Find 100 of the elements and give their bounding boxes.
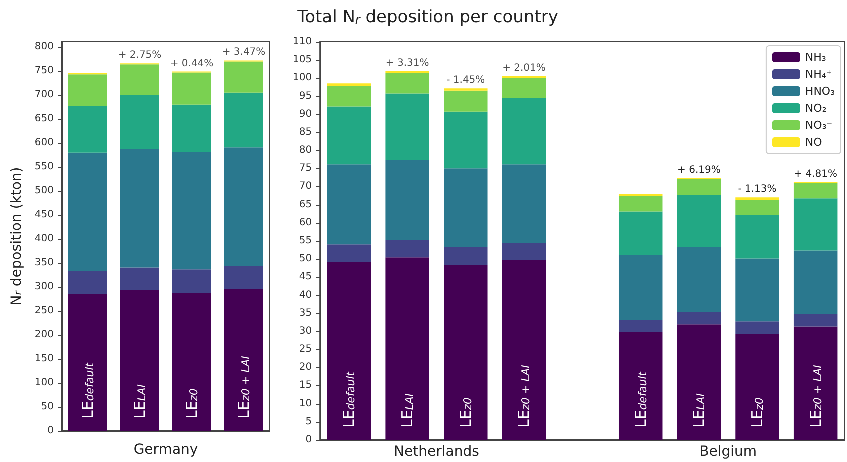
x-tick-label: LEdefault (340, 371, 358, 428)
bar (618, 212, 663, 256)
y-tick-label: 35 (299, 308, 312, 319)
bar (502, 78, 546, 98)
bar (444, 90, 488, 112)
annotation: + 6.19% (678, 164, 721, 176)
bar (68, 106, 108, 153)
y-tick-label: 250 (34, 305, 54, 316)
x-tick-label: LELAI (690, 394, 708, 428)
y-tick-label: 350 (34, 257, 54, 268)
bar (120, 64, 160, 96)
bar (502, 164, 546, 244)
bar (794, 250, 838, 314)
y-tick-label: 10 (299, 398, 312, 410)
y-tick-label: 65 (299, 199, 312, 210)
bar (120, 149, 160, 268)
bar (172, 293, 212, 431)
bar (444, 248, 488, 266)
bar (618, 196, 663, 212)
y-tick-label: 600 (34, 137, 54, 148)
bar (120, 290, 160, 431)
bar (794, 326, 838, 440)
bar (736, 200, 780, 215)
y-tick-label: 90 (299, 108, 312, 120)
bar (677, 324, 722, 440)
bar (794, 314, 838, 327)
legend-label: NO₃⁻ (805, 119, 833, 132)
bar (327, 84, 372, 87)
bar (677, 179, 722, 196)
y-tick-label: 0 (48, 426, 54, 436)
bar (224, 92, 264, 148)
bar (736, 198, 780, 200)
y-tick-label: 450 (34, 209, 54, 220)
x-tick-label: LEz0 + LAI (235, 356, 253, 419)
x-axis-title: Germany (134, 442, 198, 458)
bar (386, 240, 430, 258)
legend-label: HNO₃ (805, 85, 836, 98)
y-tick-label: 100 (292, 72, 312, 84)
y-tick-label: 45 (299, 272, 312, 283)
bar (502, 244, 546, 261)
y-tick-label: 400 (34, 233, 54, 244)
bar (386, 73, 430, 94)
x-tick-label: LEdefault (79, 362, 97, 419)
text: Netherlands (394, 444, 480, 460)
y-tick-label: 40 (299, 290, 312, 301)
bar (386, 94, 430, 160)
y-tick-label: 650 (34, 113, 54, 124)
bar (736, 322, 780, 334)
bar (386, 160, 430, 240)
y-tick-label: 15 (299, 380, 312, 392)
bar (794, 183, 838, 199)
y-tick-label: 750 (34, 65, 54, 76)
y-tick-label: 60 (299, 217, 312, 228)
x-tick-label: LEz0 (748, 398, 767, 428)
bar (172, 104, 212, 152)
bar (68, 152, 108, 272)
x-tick-label: LEz0 (183, 388, 201, 419)
y-tick-label: 110 (292, 36, 312, 48)
bar (502, 76, 546, 79)
x-tick-label: LEdefault (632, 371, 650, 428)
y-tick-label: 105 (292, 54, 312, 66)
x-tick-label: LELAI (398, 394, 417, 428)
y-axis-title: Nr deposition (kton) (9, 167, 25, 306)
bar (502, 260, 546, 440)
bar (120, 95, 160, 150)
bar (68, 74, 108, 106)
y-tick-label: 85 (299, 126, 312, 138)
bar (327, 244, 372, 262)
y-tick-label: 500 (34, 185, 54, 196)
y-tick-label: 55 (299, 236, 312, 246)
y-tick-label: 200 (34, 329, 54, 340)
bar (444, 168, 488, 248)
y-tick-label: 150 (34, 353, 54, 364)
y-tick-label: 95 (299, 90, 312, 102)
chart-title: Total Nr deposition per country (296, 8, 558, 28)
legend-label: NH₃ (805, 51, 826, 64)
annotation: + 2.75% (118, 50, 162, 62)
y-tick-label: 300 (34, 281, 54, 292)
y-tick-label: 700 (34, 89, 54, 100)
annotation: - 1.45% (446, 75, 486, 86)
bar (618, 255, 663, 320)
annotation: + 4.81% (794, 168, 838, 180)
x-tick-label: LEz0 + LAI (806, 365, 825, 428)
bar (618, 320, 663, 333)
bar (677, 247, 722, 312)
y-tick-label: 50 (299, 254, 312, 265)
bar (172, 72, 212, 105)
y-tick-label: 70 (299, 181, 312, 192)
bar (327, 106, 372, 165)
bar (794, 198, 838, 251)
y-tick-label: 800 (34, 41, 54, 52)
annotation: + 3.31% (386, 58, 430, 69)
bar (68, 294, 108, 431)
bar (502, 98, 546, 165)
legend-label: NO (805, 136, 823, 149)
bar (224, 148, 264, 266)
bar (327, 86, 372, 107)
y-tick-label: 550 (34, 161, 54, 172)
bar (224, 266, 264, 290)
x-tick-label: LELAI (131, 384, 149, 419)
